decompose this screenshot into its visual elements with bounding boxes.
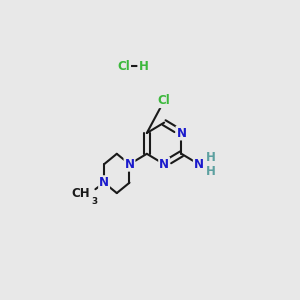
Text: Cl: Cl	[117, 59, 130, 73]
Text: H: H	[206, 151, 215, 164]
Text: N: N	[159, 158, 169, 171]
Text: CH: CH	[72, 187, 90, 200]
Text: H: H	[206, 165, 215, 178]
Text: N: N	[176, 127, 187, 140]
Text: N: N	[124, 158, 134, 171]
Text: N: N	[99, 176, 109, 189]
Text: Cl: Cl	[158, 94, 170, 107]
Text: N: N	[194, 158, 204, 171]
Text: 3: 3	[92, 197, 98, 206]
Text: H: H	[138, 59, 148, 73]
